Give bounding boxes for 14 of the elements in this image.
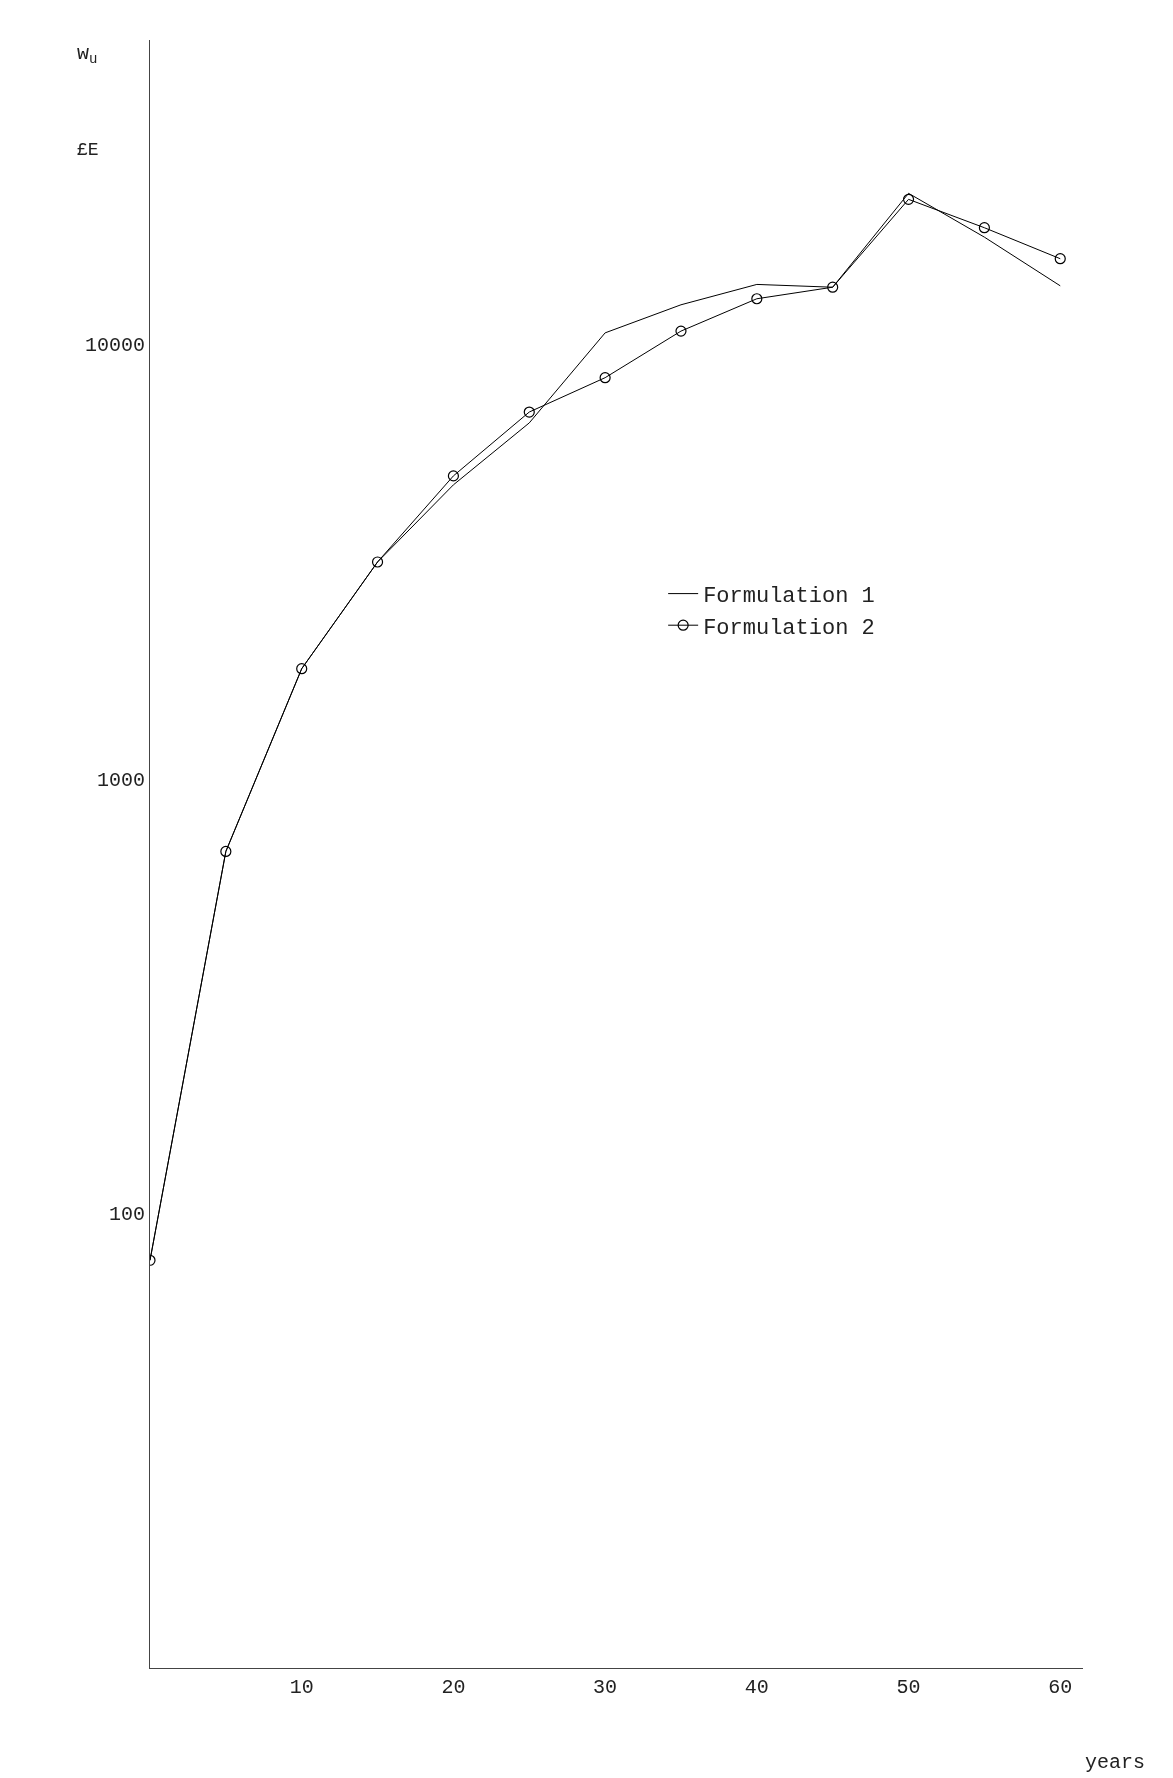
x-tick-label: 60 [1048,1676,1073,1699]
x-axis-title: years [1085,1751,1146,1774]
y-axis-title: w$_{u}$ [77,42,98,68]
x-tick-label: 10 [289,1676,314,1699]
x-tick-label: 30 [593,1676,618,1699]
legend-label: Formulation 1 [703,584,875,610]
x-tick-label: 50 [896,1676,921,1699]
y-tick-label: 1000 [96,768,145,792]
legend-label: Formulation 2 [703,615,875,641]
y-tick-label: 10000 [84,333,145,357]
y-tick-label: 100 [108,1203,145,1227]
x-tick-label: 20 [441,1676,466,1699]
text: £E [77,140,99,160]
x-tick-label: 40 [744,1676,769,1699]
